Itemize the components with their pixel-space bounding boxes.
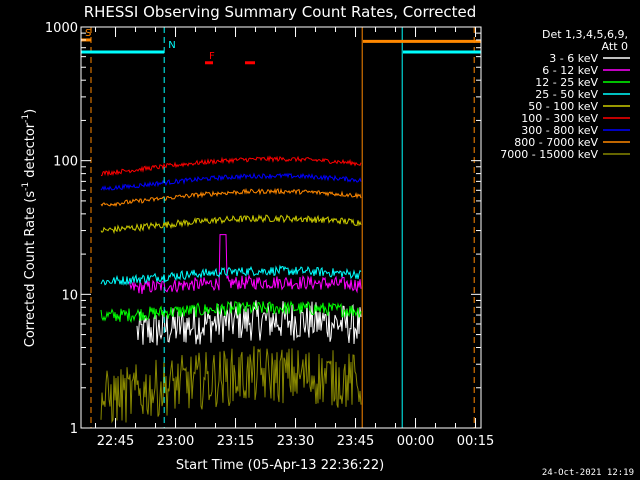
footer-timestamp: 24-Oct-2021 12:19 [542, 468, 634, 478]
x-tick-label-1: 23:00 [157, 434, 194, 449]
y-tick-label-0: 1 [70, 422, 78, 437]
plot-frame [80, 26, 482, 429]
series-line-4 [100, 214, 362, 235]
chart-title: RHESSI Observing Summary Count Rates, Co… [84, 3, 477, 21]
legend-label-1: 6 - 12 keV [542, 64, 598, 77]
legend-label-2: 12 - 25 keV [535, 76, 598, 89]
legend-header-1: Att 0 [602, 40, 628, 53]
y-axis-label-group: Corrected Count Rate (s-1 detector-1) [21, 109, 38, 347]
series-line-1 [128, 234, 362, 294]
series-line-2 [100, 300, 362, 324]
legend-label-6: 300 - 800 keV [521, 124, 598, 137]
x-axis-label: Start Time (05-Apr-13 22:36:22) [176, 458, 384, 473]
legend-label-3: 25 - 50 keV [535, 88, 598, 101]
series-line-0 [136, 300, 362, 346]
x-tick-label-4: 23:45 [337, 434, 374, 449]
x-tick-label-2: 23:15 [217, 434, 254, 449]
legend-label-8: 7000 - 15000 keV [500, 148, 598, 161]
flag-label-2: N [168, 40, 175, 51]
x-tick-label-0: 22:45 [97, 434, 134, 449]
y-tick-label-2: 100 [53, 155, 78, 170]
legend-header-0: Det 1,3,4,5,6,9, [542, 28, 628, 41]
x-tick-label-3: 23:30 [277, 434, 314, 449]
legend-label-4: 50 - 100 keV [528, 100, 598, 113]
x-tick-label-5: 00:00 [397, 434, 434, 449]
flag-label-3: F [209, 51, 215, 62]
y-tick-label-3: 1000 [45, 21, 78, 36]
series-line-5 [100, 155, 362, 177]
series-line-3 [100, 264, 362, 286]
legend-label-0: 3 - 6 keV [549, 52, 598, 65]
series-line-7 [100, 187, 362, 208]
legend-label-5: 100 - 300 keV [521, 112, 598, 125]
series-line-8 [100, 346, 362, 424]
y-tick-label-1: 10 [61, 288, 78, 303]
flag-label-0: S [85, 28, 91, 39]
series-line-6 [100, 172, 362, 191]
x-tick-label-6: 00:15 [457, 434, 494, 449]
y-axis-label: Corrected Count Rate (s-1 detector-1) [21, 109, 38, 347]
legend-label-7: 800 - 7000 keV [514, 136, 598, 149]
